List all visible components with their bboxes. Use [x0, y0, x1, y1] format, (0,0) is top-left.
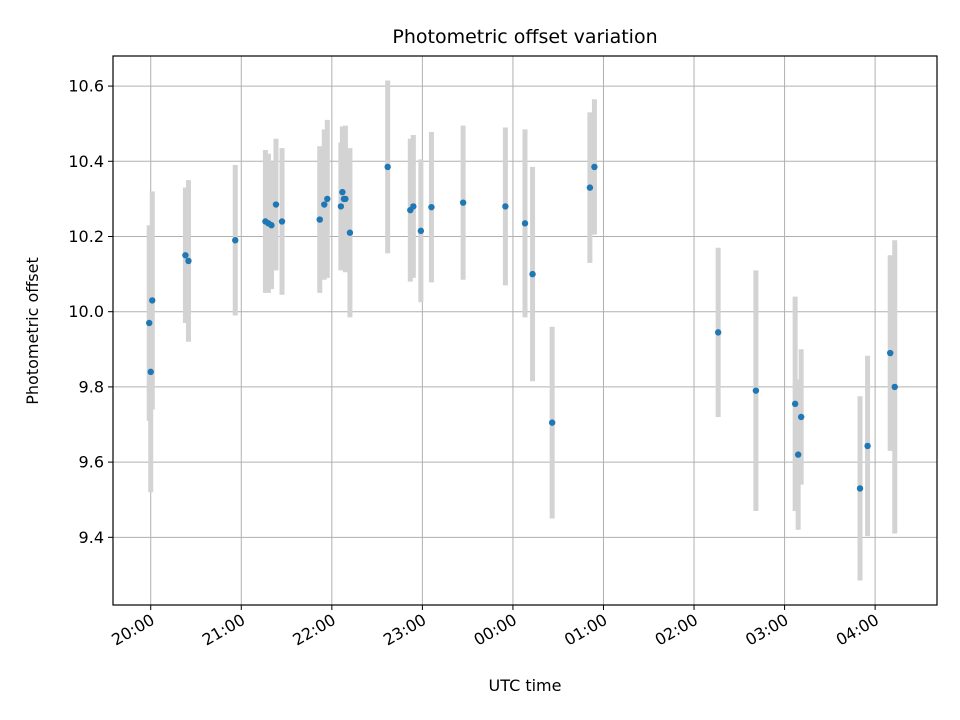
data-point	[887, 349, 894, 357]
data-point	[272, 201, 280, 208]
data-point	[324, 195, 331, 203]
data-point	[337, 203, 345, 210]
data-point	[149, 297, 156, 304]
data-point	[428, 203, 435, 211]
data-point	[182, 252, 189, 259]
data-point	[794, 451, 802, 458]
data-point	[268, 222, 275, 229]
data-point	[459, 199, 467, 206]
data-points	[146, 163, 898, 492]
data-point	[278, 218, 286, 225]
data-point	[502, 203, 509, 210]
y-tick-label: 10.0	[68, 302, 104, 321]
data-point	[321, 201, 328, 208]
data-point	[797, 413, 805, 421]
data-point	[346, 229, 354, 236]
data-point	[342, 195, 349, 203]
data-point	[856, 485, 864, 492]
data-point	[410, 203, 417, 210]
data-point	[339, 188, 346, 196]
y-tick-label: 10.2	[68, 227, 104, 246]
data-point	[548, 419, 556, 426]
data-point	[586, 184, 594, 191]
data-point	[791, 400, 799, 408]
data-point	[417, 227, 425, 235]
data-point	[752, 387, 760, 394]
chart-title: Photometric offset variation	[392, 26, 657, 48]
y-tick-label: 10.4	[68, 152, 104, 171]
data-point	[384, 163, 391, 171]
y-axis-label: Photometric offset	[23, 257, 42, 405]
y-tick-label: 9.8	[79, 377, 104, 396]
y-tick-label: 9.4	[79, 528, 104, 547]
data-point	[529, 270, 536, 278]
y-tick-label: 10.6	[68, 77, 104, 96]
data-point	[146, 319, 153, 327]
data-point	[714, 329, 722, 336]
y-axis-ticks: 9.4 9.6 9.8 10.0 10.2 10.4 10.6	[68, 77, 113, 547]
data-point	[232, 237, 239, 244]
data-point	[185, 257, 192, 265]
data-point	[316, 216, 323, 223]
y-tick-label: 9.6	[79, 453, 104, 472]
data-point	[521, 220, 529, 227]
x-axis-label: UTC time	[489, 676, 562, 695]
data-point	[891, 383, 898, 391]
plot-frame	[112, 55, 938, 606]
data-point	[864, 442, 871, 450]
data-point	[147, 368, 154, 376]
data-point	[591, 163, 598, 171]
